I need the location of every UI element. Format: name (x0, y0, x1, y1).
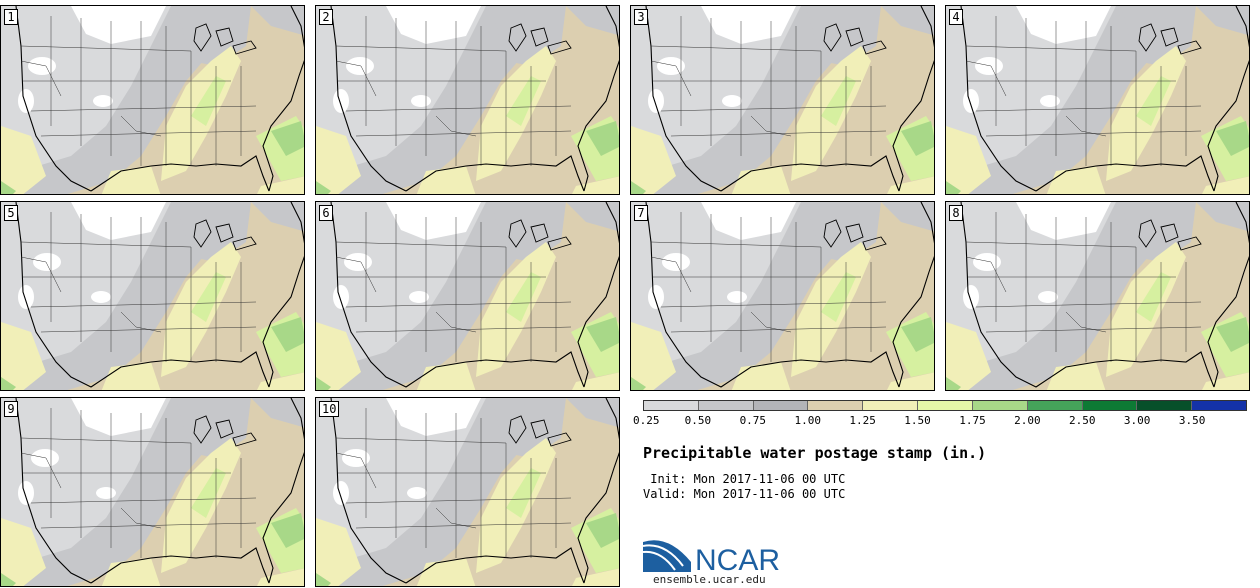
member-panel: 6 (315, 201, 620, 391)
colorbar-tick-label: 3.50 (1178, 414, 1206, 427)
map-us (1, 398, 304, 586)
panel-number: 9 (4, 401, 18, 417)
colorbar-segment (863, 401, 919, 410)
member-panel: 7 (630, 201, 935, 391)
colorbar-segment (698, 401, 754, 410)
colorbar-tick-label: 1.00 (794, 414, 821, 427)
logo-text: NCAR (695, 544, 780, 576)
panel-number: 1 (4, 9, 18, 25)
map-us (946, 6, 1249, 194)
site-url: ensemble.ucar.edu (653, 573, 766, 586)
colorbar-segment (1027, 401, 1083, 410)
colorbar-tick-label: 2.50 (1069, 414, 1096, 427)
panel-number: 5 (4, 205, 18, 221)
map-us (1, 6, 304, 194)
colorbar-tick-label: 2.00 (1014, 414, 1041, 427)
colorbar-segment (1082, 401, 1138, 410)
colorbar-tick-label: 0.75 (739, 414, 767, 427)
member-panel: 5 (0, 201, 305, 391)
colorbar-tick-label: 0.25 (633, 414, 660, 427)
panel-number: 2 (319, 9, 333, 25)
colorbar-segment (1192, 401, 1246, 410)
colorbar-tick-label: 3.00 (1123, 414, 1151, 427)
chart-title: Precipitable water postage stamp (in.) (643, 444, 987, 462)
member-panel: 4 (945, 5, 1250, 195)
panel-number: 8 (949, 205, 963, 221)
panel-number: 3 (634, 9, 648, 25)
member-panel: 8 (945, 201, 1250, 391)
map-us (316, 202, 619, 390)
ncar-logo: NCAR (642, 532, 793, 577)
panel-number: 6 (319, 205, 333, 221)
colorbar (643, 400, 1247, 411)
panel-number: 10 (319, 401, 340, 417)
colorbar-tick-label: 1.50 (904, 414, 931, 427)
member-panel: 10 (315, 397, 620, 587)
map-us (316, 6, 619, 194)
panel-number: 7 (634, 205, 648, 221)
panel-number: 4 (949, 9, 963, 25)
member-panel: 1 (0, 5, 305, 195)
member-panel: 2 (315, 5, 620, 195)
map-us (1, 202, 304, 390)
member-panel: 3 (630, 5, 935, 195)
colorbar-segment (644, 401, 699, 410)
colorbar-segment (918, 401, 973, 410)
colorbar-segment (808, 401, 864, 410)
map-us (946, 202, 1249, 390)
colorbar-tick-label: 1.25 (849, 414, 876, 427)
valid-time: Valid: Mon 2017-11-06 00 UTC (643, 487, 846, 501)
member-panel: 9 (0, 397, 305, 587)
map-us (631, 202, 934, 390)
colorbar-tick-label: 1.75 (959, 414, 986, 427)
colorbar-tick-label: 0.50 (684, 414, 712, 427)
colorbar-segment (972, 401, 1028, 410)
map-us (316, 398, 619, 586)
colorbar-segment (1137, 401, 1193, 410)
init-time: Init: Mon 2017-11-06 00 UTC (643, 472, 846, 486)
colorbar-segment (753, 401, 809, 410)
map-us (631, 6, 934, 194)
